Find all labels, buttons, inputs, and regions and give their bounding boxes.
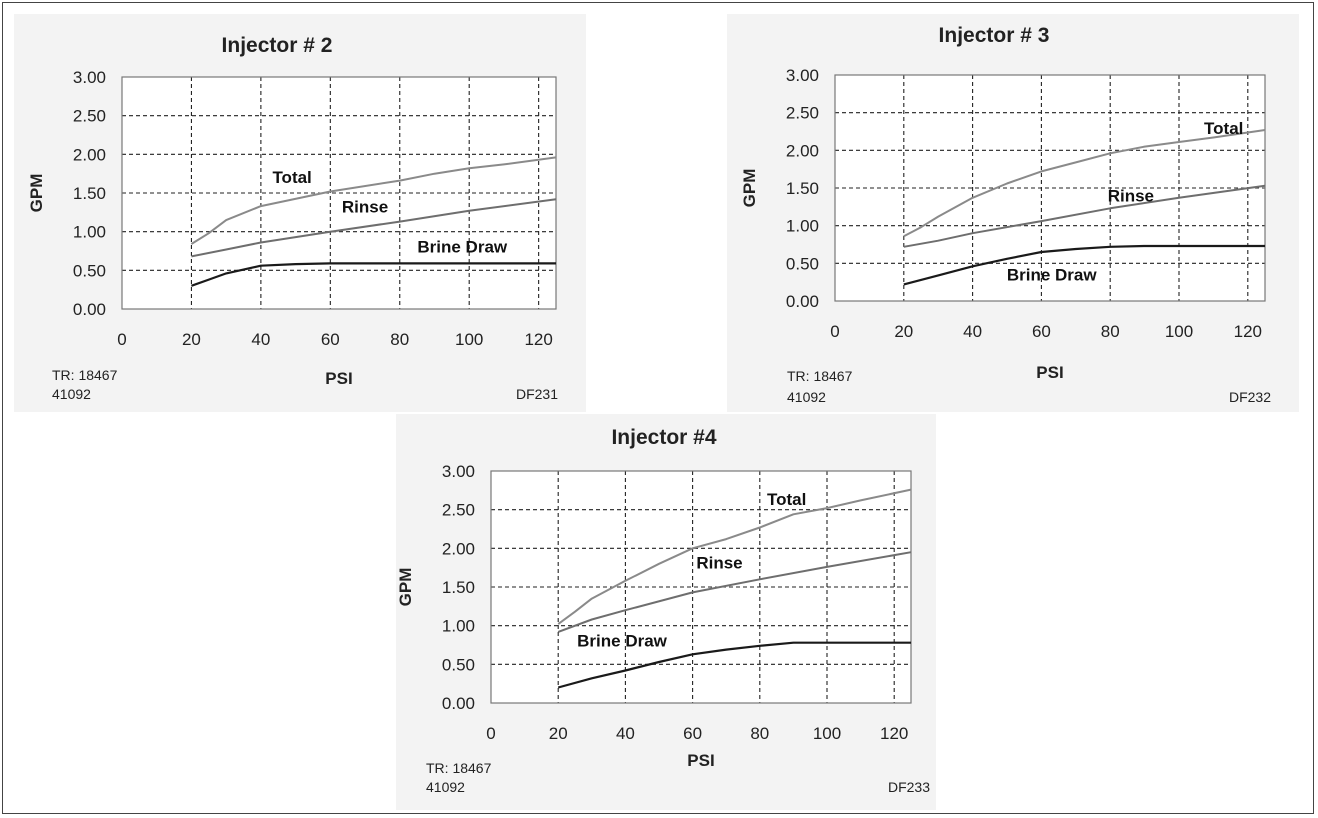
y-tick-label: 3.00 bbox=[442, 462, 475, 481]
y-tick-label: 0.00 bbox=[442, 694, 475, 713]
plot-border bbox=[834, 74, 1266, 302]
series-label: Rinse bbox=[696, 553, 742, 572]
series-line-total bbox=[903, 129, 1266, 238]
tr-note: TR: 18467 bbox=[52, 367, 118, 383]
y-tick-label: 2.50 bbox=[73, 107, 106, 126]
series-line-rinse bbox=[191, 198, 557, 258]
x-tick-label: 60 bbox=[683, 724, 702, 743]
series-line-rinse bbox=[903, 184, 1266, 248]
x-tick-label: 40 bbox=[963, 322, 982, 341]
x-tick-label: 80 bbox=[390, 330, 409, 349]
y-tick-label: 3.00 bbox=[786, 66, 819, 85]
chart-panel-injector-4: 0.00 0.50 1.00 1.50 2.00 2.50 3.00 0 20 40 60 80 100… bbox=[396, 414, 936, 810]
chart-panel-injector-3: 0.00 0.50 1.00 1.50 2.00 2.50 3.00 0 20 40 60 80 100… bbox=[727, 14, 1299, 412]
chart-injector-2: 0.00 0.50 1.00 1.50 2.00 2.50 3.00 0 20 40 60 80 100… bbox=[27, 34, 558, 402]
code-note: 41092 bbox=[52, 386, 91, 402]
y-tick-label: 1.00 bbox=[786, 217, 819, 236]
x-tick-label: 0 bbox=[830, 322, 839, 341]
x-axis-label: PSI bbox=[325, 369, 352, 388]
y-tick-label: 1.00 bbox=[442, 617, 475, 636]
chart-title: Injector # 3 bbox=[939, 24, 1050, 47]
y-tick-label: 0.00 bbox=[786, 292, 819, 311]
x-tick-label: 40 bbox=[616, 724, 635, 743]
y-tick-label: 1.50 bbox=[73, 184, 106, 203]
y-tick-label: 3.00 bbox=[73, 68, 106, 87]
code-note: 41092 bbox=[426, 779, 465, 795]
x-tick-label: 0 bbox=[117, 330, 126, 349]
df-code: DF231 bbox=[516, 386, 558, 402]
series-label: Brine Draw bbox=[1007, 266, 1098, 285]
chart-panel-injector-2: 0.00 0.50 1.00 1.50 2.00 2.50 3.00 0 20 40 60 80 100… bbox=[14, 14, 586, 412]
chart-injector-3: 0.00 0.50 1.00 1.50 2.00 2.50 3.00 0 20 40 60 80 100… bbox=[740, 24, 1271, 405]
y-axis-label: GPM bbox=[740, 169, 759, 208]
x-tick-label: 120 bbox=[524, 330, 552, 349]
x-tick-label: 100 bbox=[455, 330, 483, 349]
x-tick-label: 60 bbox=[321, 330, 340, 349]
x-tick-label: 100 bbox=[813, 724, 841, 743]
y-tick-label: 2.00 bbox=[442, 539, 475, 558]
series-label: Brine Draw bbox=[577, 632, 668, 651]
df-code: DF232 bbox=[1229, 389, 1271, 405]
y-tick-label: 1.00 bbox=[73, 223, 106, 242]
x-tick-label: 80 bbox=[1101, 322, 1120, 341]
series-line-total bbox=[190, 156, 557, 245]
series-label: Total bbox=[767, 490, 806, 509]
series-label: Rinse bbox=[342, 197, 388, 216]
x-tick-label: 80 bbox=[750, 724, 769, 743]
x-axis-label: PSI bbox=[687, 751, 714, 770]
series-line-brine-draw bbox=[191, 262, 556, 287]
chart-title: Injector #4 bbox=[611, 426, 716, 449]
x-tick-label: 20 bbox=[182, 330, 201, 349]
series-line-brine-draw bbox=[557, 641, 911, 689]
y-tick-label: 0.50 bbox=[442, 655, 475, 674]
x-tick-label: 40 bbox=[251, 330, 270, 349]
y-axis-label: GPM bbox=[27, 174, 46, 213]
y-tick-label: 2.00 bbox=[786, 141, 819, 160]
x-tick-label: 20 bbox=[549, 724, 568, 743]
df-code: DF233 bbox=[888, 779, 930, 795]
series-label: Brine Draw bbox=[417, 238, 508, 257]
y-tick-label: 0.00 bbox=[73, 300, 106, 319]
x-tick-label: 100 bbox=[1165, 322, 1193, 341]
y-tick-label: 1.50 bbox=[786, 179, 819, 198]
code-note: 41092 bbox=[787, 389, 826, 405]
x-tick-label: 120 bbox=[1234, 322, 1262, 341]
series-line-total bbox=[557, 488, 912, 625]
y-tick-label: 1.50 bbox=[442, 578, 475, 597]
tr-note: TR: 18467 bbox=[426, 760, 492, 776]
series-line-brine-draw bbox=[903, 244, 1265, 286]
chart-title: Injector # 2 bbox=[222, 34, 333, 57]
y-tick-label: 0.50 bbox=[786, 254, 819, 273]
series-line-rinse bbox=[557, 551, 912, 633]
series-label: Rinse bbox=[1108, 187, 1154, 206]
chart-injector-4: 0.00 0.50 1.00 1.50 2.00 2.50 3.00 0 20 40 60 80 100… bbox=[396, 426, 930, 795]
tr-note: TR: 18467 bbox=[787, 368, 853, 384]
x-tick-label: 0 bbox=[486, 724, 495, 743]
y-tick-label: 2.00 bbox=[73, 145, 106, 164]
plot-border bbox=[490, 470, 912, 704]
y-tick-label: 2.50 bbox=[442, 501, 475, 520]
y-axis-label: GPM bbox=[396, 568, 415, 607]
x-tick-label: 120 bbox=[880, 724, 908, 743]
plot-border bbox=[121, 76, 557, 310]
series-label: Total bbox=[272, 168, 311, 187]
y-tick-label: 2.50 bbox=[786, 104, 819, 123]
x-tick-label: 60 bbox=[1032, 322, 1051, 341]
y-tick-label: 0.50 bbox=[73, 261, 106, 280]
x-axis-label: PSI bbox=[1036, 363, 1063, 382]
x-tick-label: 20 bbox=[894, 322, 913, 341]
series-label: Total bbox=[1204, 119, 1243, 138]
